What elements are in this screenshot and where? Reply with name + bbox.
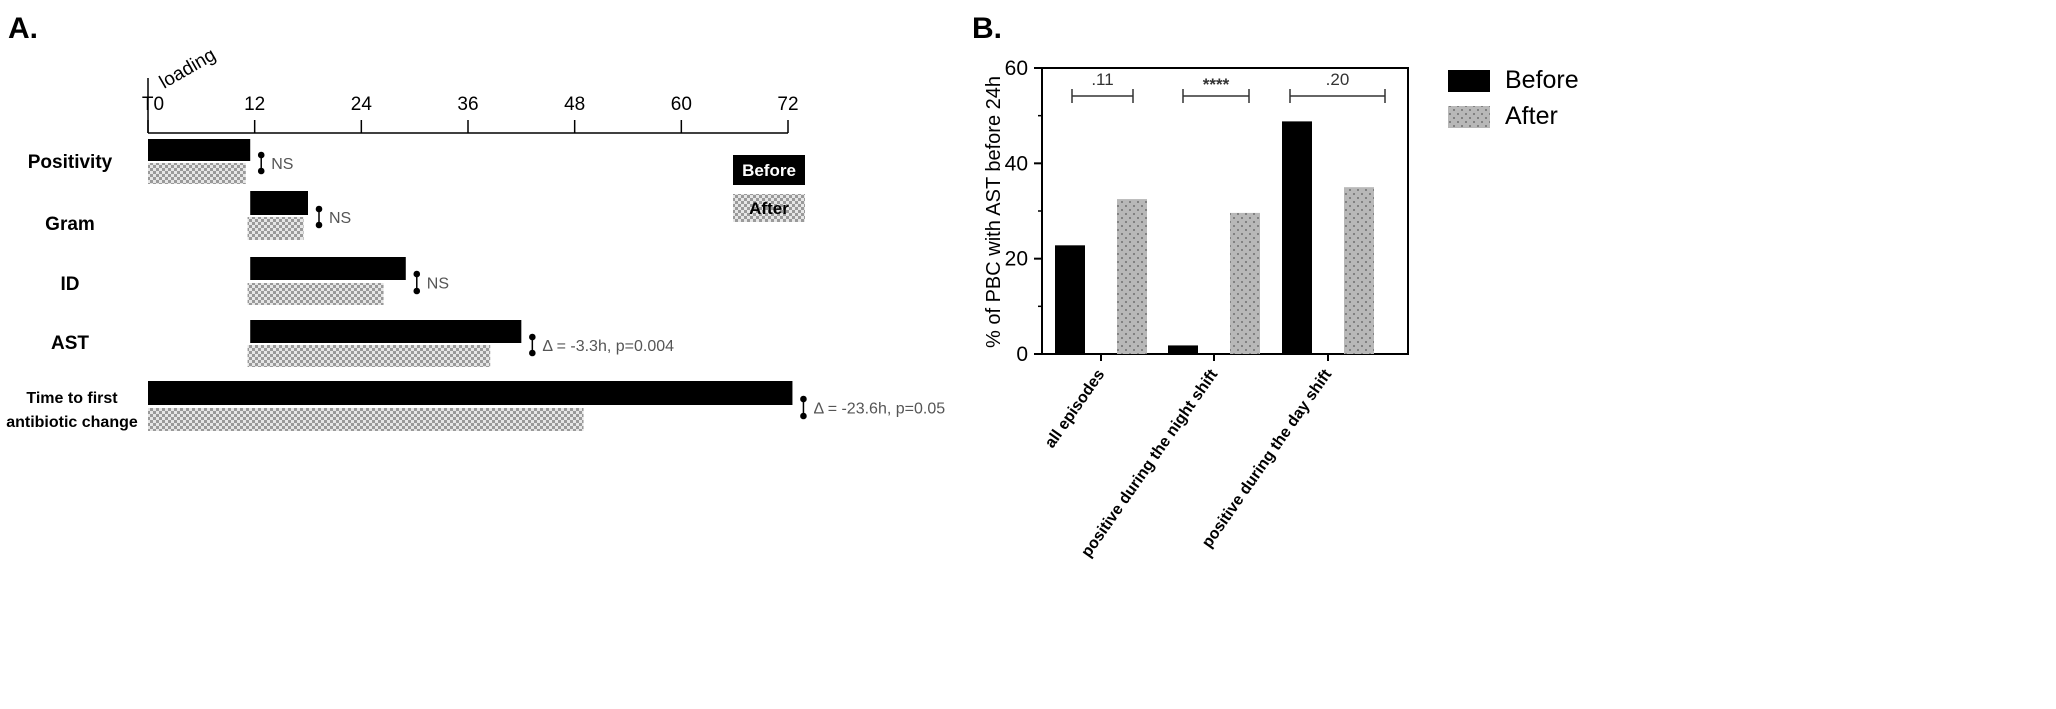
connector-dot	[257, 167, 265, 175]
bar-before	[1055, 245, 1085, 354]
time-tick-label: 48	[564, 94, 585, 115]
panel-a-time-axis: T0 12 24 36 48 60 72	[142, 78, 799, 134]
row-label-line: antibiotic change	[6, 414, 138, 431]
y-tick-label: 60	[1005, 57, 1028, 80]
y-tick-label: 40	[1005, 152, 1028, 175]
bar-after	[1117, 199, 1147, 354]
b-legend-after-swatch	[1448, 106, 1490, 128]
panel-b-significance: .11 **** .20	[1071, 70, 1386, 103]
row-label-line: Time to first	[26, 390, 118, 407]
comparison-label: Δ = -3.3h, p=0.004	[542, 338, 674, 355]
sig-label: .11	[1091, 70, 1113, 89]
legend-before-swatch	[733, 155, 805, 185]
bar-before	[1282, 121, 1312, 355]
sig-label: ****	[1203, 75, 1230, 94]
b-legend-after-label: After	[1505, 102, 1558, 130]
category-label: all episodes	[1042, 366, 1109, 451]
legend-after-label: After	[749, 199, 789, 218]
bar-after	[247, 345, 491, 367]
connector-dot	[413, 287, 421, 295]
panel-b-axes: 0 20 40 60	[1005, 57, 1409, 366]
panel-a-bars	[148, 139, 793, 431]
loading-label: loading	[156, 45, 220, 94]
time-tick-label: 24	[351, 94, 373, 115]
time-tick-label: 72	[777, 94, 798, 115]
bar-after	[1230, 212, 1260, 354]
y-tick-label: 0	[1016, 343, 1028, 366]
panel-a-row-labels: Positivity Gram ID AST Time to first antibiot…	[6, 152, 138, 431]
legend-before-label: Before	[742, 161, 796, 180]
row-label: Gram	[45, 214, 95, 235]
row-label: ID	[61, 274, 80, 295]
comparison-label: NS	[271, 156, 293, 173]
panel-a-legend: Before After	[733, 155, 805, 222]
connector-dot	[257, 151, 265, 159]
panel-b-label: B.	[972, 12, 1002, 45]
panel-a-label: A.	[8, 12, 38, 45]
row-label: Positivity	[28, 152, 113, 173]
category-label: positive during the night shift	[1078, 366, 1221, 561]
bar-before	[1168, 345, 1198, 354]
bar-after	[247, 283, 384, 305]
time-tick-label: T0	[142, 94, 164, 115]
time-tick-label: 60	[671, 94, 692, 115]
bar-before	[148, 139, 251, 161]
bar-before	[250, 257, 406, 280]
comparison-label: NS	[427, 276, 449, 293]
bar-after	[148, 408, 584, 431]
panel-a-annotations: NS NS NS Δ = -3.3h, p=0.004 Δ = -23.6h, p=0.…	[257, 151, 945, 420]
connector-dot	[529, 349, 536, 357]
legend-after-swatch	[733, 194, 805, 222]
bar-before	[250, 320, 522, 343]
category-label: positive during the day shift	[1199, 366, 1336, 551]
connector-dot	[800, 395, 807, 403]
bar-after	[1344, 187, 1374, 354]
y-tick-label: 20	[1005, 248, 1028, 271]
sig-label: .20	[1326, 70, 1350, 89]
bar-before	[250, 191, 308, 215]
connector-dot	[413, 270, 421, 278]
connector-dot	[800, 412, 807, 420]
connector-dot	[315, 221, 323, 229]
bar-after	[148, 163, 246, 184]
bar-after	[247, 217, 304, 240]
comparison-label: Δ = -23.6h, p=0.05	[813, 401, 945, 418]
bar-before	[148, 381, 793, 405]
time-tick-label: 12	[244, 94, 265, 115]
panel-b-y-axis-label: % of PBC with AST before 24h	[983, 76, 1005, 348]
row-label: AST	[51, 333, 89, 354]
panel-b-legend: Before After	[1448, 66, 1579, 130]
b-legend-before-label: Before	[1505, 66, 1579, 94]
b-legend-before-swatch	[1448, 70, 1490, 92]
time-tick-label: 36	[457, 94, 478, 115]
connector-dot	[529, 333, 536, 341]
comparison-label: NS	[329, 210, 351, 227]
connector-dot	[315, 205, 323, 213]
panel-b-bars	[1055, 121, 1374, 355]
